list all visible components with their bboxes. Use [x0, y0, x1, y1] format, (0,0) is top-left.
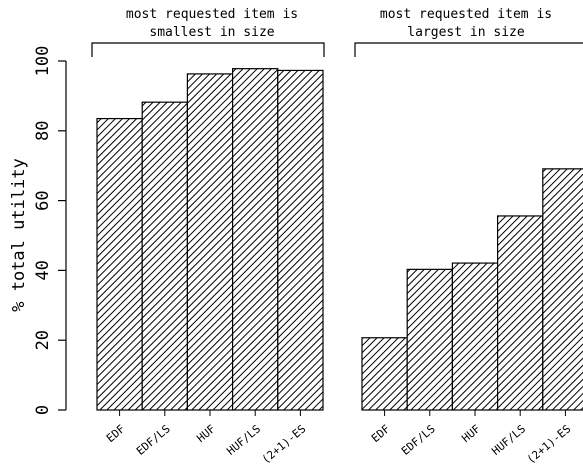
group-1: most requested item is largest in size E… — [354, 7, 583, 466]
bar-1-4 — [542, 168, 583, 411]
y-tick-label-3: 60 — [33, 190, 53, 210]
group-0-title-line-2: smallest in size — [149, 25, 274, 40]
x-tick-label-0-2: HUF — [194, 422, 218, 445]
bar-0-0 — [96, 117, 143, 411]
x-tick-label-1-3: HUF/LS — [489, 422, 528, 458]
bar-0-1 — [141, 101, 188, 411]
y-ticks: 0 20 40 60 80 100 — [33, 46, 66, 415]
bar-0-4 — [277, 69, 324, 411]
bar-1-1 — [406, 268, 454, 411]
x-tick-label-1-2: HUF — [459, 422, 483, 445]
group-0-x-ticks: EDF EDF/LS HUF HUF/LS(2+1)-ES — [104, 410, 308, 466]
x-tick-label-1-4: (2+1)-ES — [524, 422, 573, 466]
y-axis: 0 20 40 60 80 100 — [33, 46, 67, 415]
group-1-bracket — [354, 42, 583, 57]
x-tick-label-0-1: EDF/LS — [134, 422, 173, 458]
bar-1-2 — [451, 262, 499, 411]
x-tick-label-0-4: (2+1)-ES — [259, 422, 308, 466]
x-tick-label-0-0: EDF — [104, 422, 128, 445]
x-tick-label-1-1: EDF/LS — [399, 422, 438, 458]
group-1-bars — [361, 168, 583, 411]
y-tick-label-2: 40 — [33, 260, 53, 280]
bar-0-3 — [232, 68, 279, 411]
x-tick-label-1-0: EDF — [369, 422, 393, 445]
y-tick-label-1: 20 — [33, 330, 53, 350]
group-0-title-line-1: most requested item is — [126, 7, 298, 22]
y-axis-label: % total utility — [9, 158, 29, 312]
y-tick-label-5: 100 — [33, 46, 53, 77]
group-0: most requested item is smallest in size … — [91, 7, 325, 466]
group-1-x-ticks: EDF EDF/LS HUF HUF/LS(2+1)-ES — [369, 410, 573, 466]
y-tick-label-0: 0 — [33, 405, 53, 415]
y-tick-label-4: 80 — [33, 121, 53, 141]
group-1-title-line-1: most requested item is — [380, 7, 552, 22]
bar-1-3 — [497, 215, 544, 411]
x-tick-label-0-3: HUF/LS — [224, 422, 263, 458]
group-1-title-line-2: largest in size — [407, 25, 525, 40]
group-0-bars — [96, 68, 324, 411]
bar-0-2 — [186, 73, 234, 411]
bar-1-0 — [361, 337, 408, 411]
group-0-bracket — [91, 42, 325, 57]
